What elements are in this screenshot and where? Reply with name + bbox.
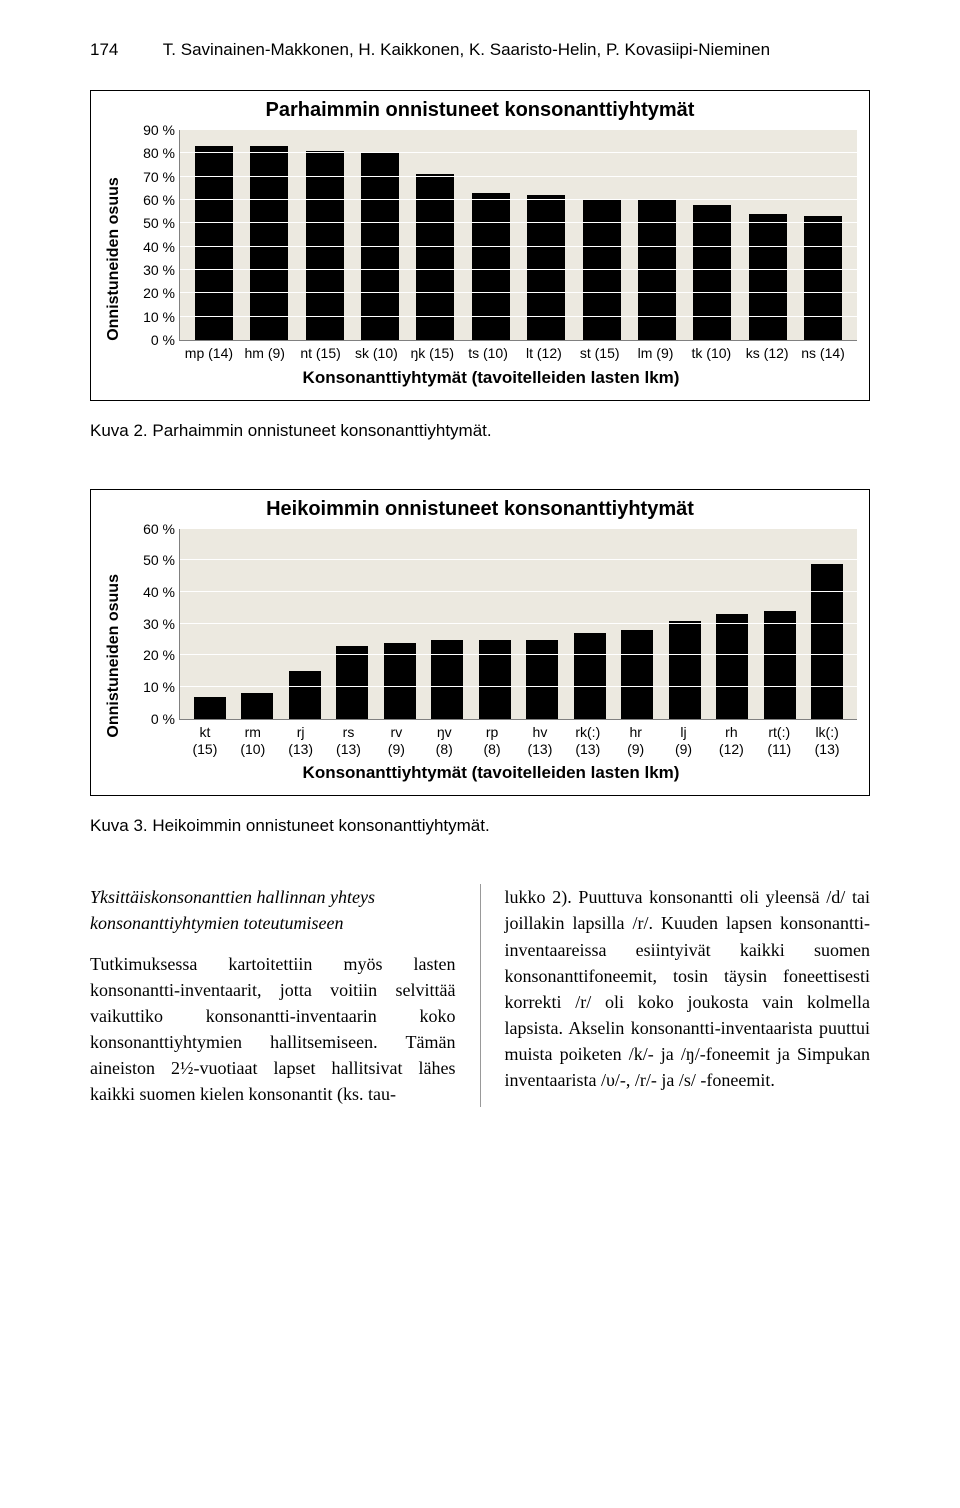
x-tick: mp (14)	[181, 345, 237, 362]
gridline	[180, 292, 857, 293]
chart-1-y-label: Onnistuneiden osuus	[103, 130, 125, 388]
para-left: Tutkimuksessa kartoitettiin myös lasten …	[90, 951, 456, 1108]
bar	[289, 671, 321, 719]
column-divider	[480, 884, 481, 1107]
bar	[336, 646, 368, 719]
bar	[527, 195, 565, 340]
x-tick: rt(:) (11)	[755, 724, 803, 758]
chart-1-bars	[180, 130, 857, 340]
chart-1-x-label: Konsonanttiyhtymät (tavoitelleiden laste…	[125, 368, 857, 388]
gridline	[180, 269, 857, 270]
x-tick: rh (12)	[707, 724, 755, 758]
x-tick: lj (9)	[660, 724, 708, 758]
gridline	[180, 654, 857, 655]
gridline	[180, 528, 857, 529]
gridline	[180, 152, 857, 153]
gridline	[180, 686, 857, 687]
x-tick: ks (12)	[739, 345, 795, 362]
x-tick: rk(:) (13)	[564, 724, 612, 758]
x-tick: ts (10)	[460, 345, 516, 362]
bar	[526, 640, 558, 719]
gridline	[180, 559, 857, 560]
gridline	[180, 623, 857, 624]
bar	[749, 214, 787, 340]
gridline	[180, 316, 857, 317]
chart-2-y-ticks: 60 %50 %40 %30 %20 %10 %0 %	[125, 529, 179, 719]
column-right: lukko 2). Puuttuva konsonantti oli yleen…	[505, 884, 871, 1107]
x-tick: hr (9)	[612, 724, 660, 758]
para-right: lukko 2). Puuttuva konsonantti oli yleen…	[505, 884, 871, 1093]
chart-2-x-label: Konsonanttiyhtymät (tavoitelleiden laste…	[125, 763, 857, 783]
page-number: 174	[90, 40, 118, 60]
chart-1-x-ticks: mp (14)hm (9)nt (15)sk (10)ŋk (15)ts (10…	[175, 341, 857, 362]
body-columns: Yksittäiskonsonanttien hallinnan yhteys …	[90, 884, 870, 1107]
header-authors: T. Savinainen-Makkonen, H. Kaikkonen, K.…	[163, 40, 770, 59]
bar	[811, 564, 843, 719]
x-tick: ŋk (15)	[404, 345, 460, 362]
chart-1-title: Parhaimmin onnistuneet konsonanttiyhtymä…	[103, 99, 857, 122]
caption-2: Kuva 3. Heikoimmin onnistuneet konsonant…	[90, 816, 870, 836]
bar	[669, 621, 701, 719]
running-header: 174 T. Savinainen-Makkonen, H. Kaikkonen…	[90, 40, 870, 60]
bar	[431, 640, 463, 719]
column-left: Yksittäiskonsonanttien hallinnan yhteys …	[90, 884, 456, 1107]
chart-2-bars	[180, 529, 857, 719]
x-tick: st (15)	[572, 345, 628, 362]
bar	[804, 216, 842, 340]
chart-2-y-label: Onnistuneiden osuus	[103, 529, 125, 784]
gridline	[180, 222, 857, 223]
x-tick: kt (15)	[181, 724, 229, 758]
x-tick: rs (13)	[325, 724, 373, 758]
gridline	[180, 591, 857, 592]
bar	[479, 640, 511, 719]
chart-1-plot	[179, 130, 857, 341]
bar	[764, 611, 796, 719]
x-tick: lm (9)	[628, 345, 684, 362]
bar	[716, 614, 748, 719]
bar	[361, 153, 399, 340]
gridline	[180, 176, 857, 177]
x-tick: ns (14)	[795, 345, 851, 362]
chart-2-title: Heikoimmin onnistuneet konsonanttiyhtymä…	[103, 498, 857, 521]
chart-2-plot	[179, 529, 857, 720]
x-tick: tk (10)	[683, 345, 739, 362]
x-tick: rj (13)	[277, 724, 325, 758]
subheading: Yksittäiskonsonanttien hallinnan yhteys …	[90, 884, 456, 936]
x-tick: rp (8)	[468, 724, 516, 758]
x-tick: sk (10)	[348, 345, 404, 362]
x-tick: nt (15)	[293, 345, 349, 362]
gridline	[180, 246, 857, 247]
bar	[574, 633, 606, 719]
bar	[693, 205, 731, 340]
gridline	[180, 129, 857, 130]
chart-2: Heikoimmin onnistuneet konsonanttiyhtymä…	[90, 489, 870, 797]
chart-1-y-ticks: 90 %80 %70 %60 %50 %40 %30 %20 %10 %0 %	[125, 130, 179, 340]
bar	[241, 693, 273, 718]
x-tick: rv (9)	[372, 724, 420, 758]
bar	[472, 193, 510, 340]
x-tick: hv (13)	[516, 724, 564, 758]
bar	[621, 630, 653, 719]
x-tick: hm (9)	[237, 345, 293, 362]
chart-2-x-ticks: kt (15)rm (10)rj (13)rs (13)rv (9)ŋv (8)…	[175, 720, 857, 758]
caption-1: Kuva 2. Parhaimmin onnistuneet konsonant…	[90, 421, 870, 441]
x-tick: lk(:) (13)	[803, 724, 851, 758]
x-tick: ŋv (8)	[420, 724, 468, 758]
gridline	[180, 199, 857, 200]
chart-1: Parhaimmin onnistuneet konsonanttiyhtymä…	[90, 90, 870, 401]
x-tick: lt (12)	[516, 345, 572, 362]
bar	[194, 697, 226, 719]
x-tick: rm (10)	[229, 724, 277, 758]
page: 174 T. Savinainen-Makkonen, H. Kaikkonen…	[0, 0, 960, 1167]
